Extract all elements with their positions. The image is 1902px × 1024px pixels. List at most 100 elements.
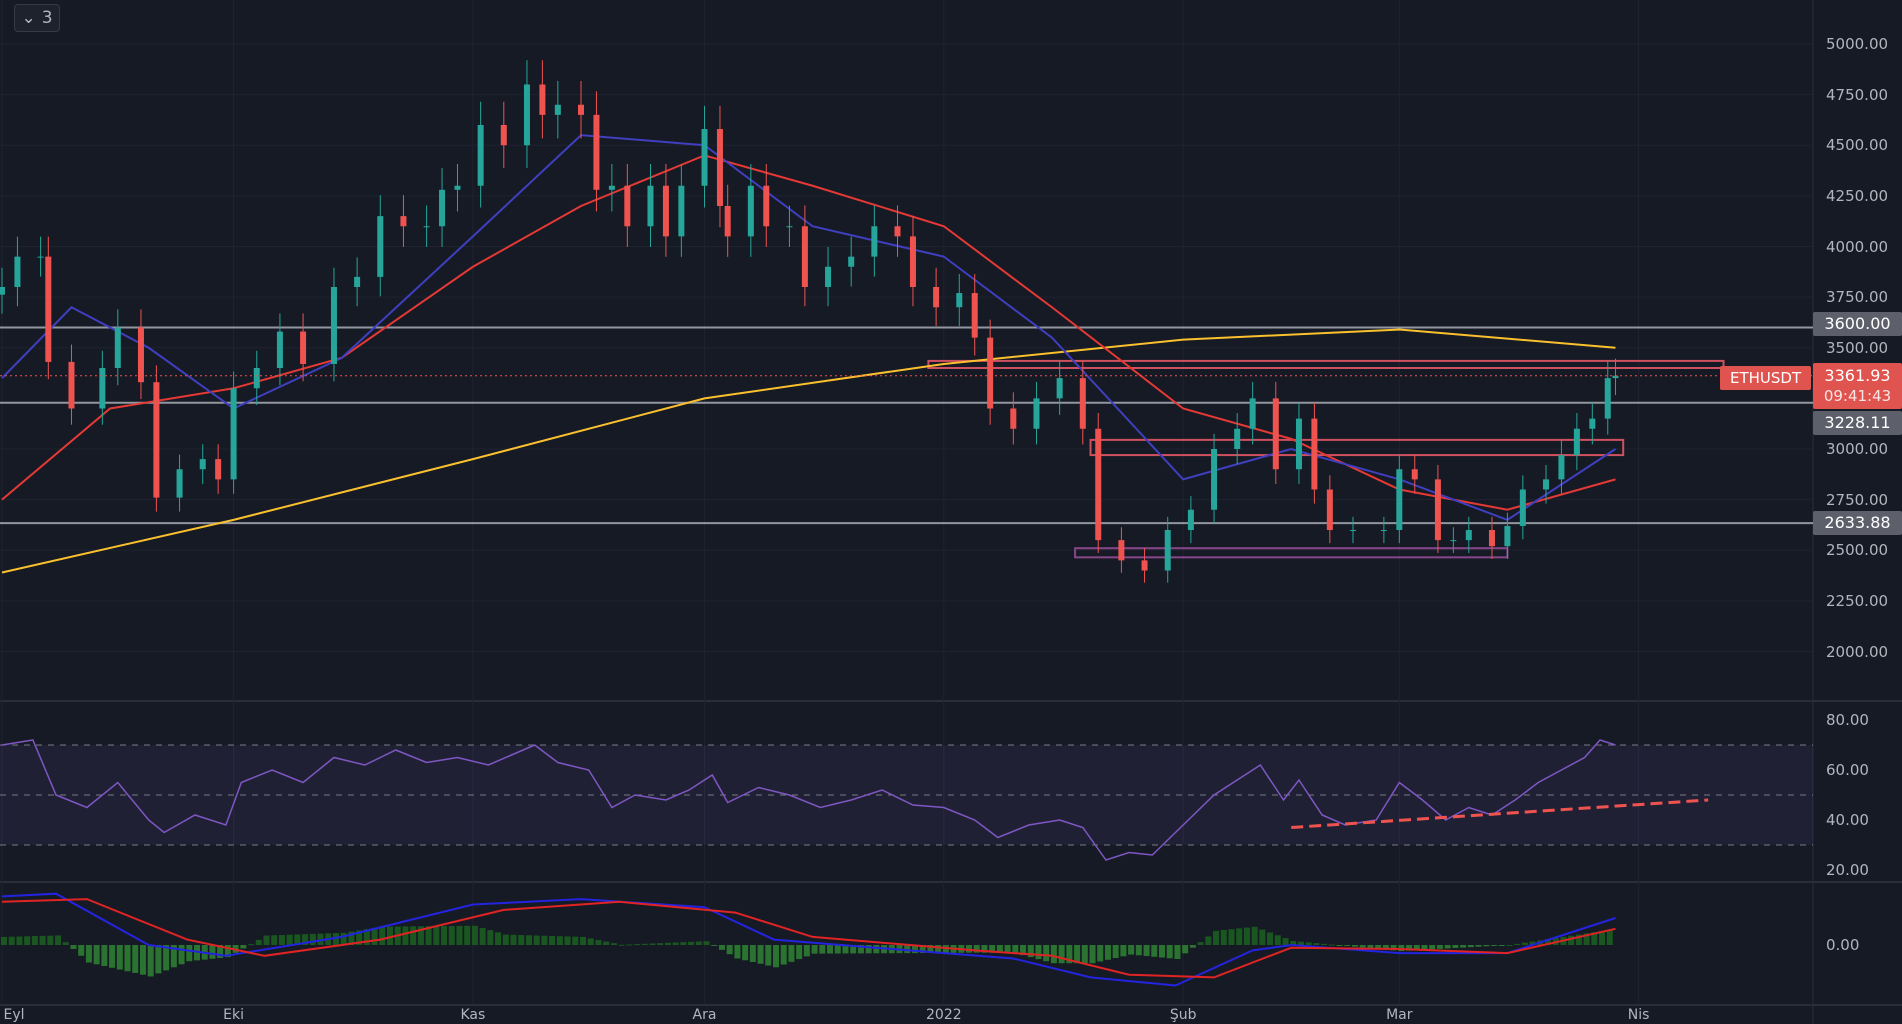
bar-countdown: 09:41:43	[1823, 387, 1892, 405]
candle-body	[624, 185, 631, 227]
macd-histogram-bar	[448, 925, 455, 945]
candle-body	[786, 226, 793, 228]
indicator-legend-toggle[interactable]: ⌄ 3	[14, 4, 60, 32]
macd-histogram-bar	[1097, 945, 1104, 962]
macd-histogram-bar	[1498, 945, 1505, 946]
macd-histogram-bar	[1174, 945, 1181, 959]
macd-histogram-bar	[1228, 929, 1235, 945]
macd-histogram-bar	[1483, 945, 1490, 947]
macd-histogram-bar	[278, 935, 285, 945]
level-price-tag: 2633.88	[1813, 511, 1902, 536]
macd-histogram-bar	[1189, 945, 1196, 948]
time-tick-label: Eyl	[3, 1007, 25, 1023]
macd-histogram-bar	[1058, 945, 1065, 964]
macd-histogram-bar	[996, 945, 1003, 953]
macd-histogram-bar	[1359, 945, 1366, 948]
macd-histogram-bar	[1436, 945, 1443, 949]
candle-body	[1411, 469, 1418, 480]
macd-histogram-bar	[356, 930, 363, 945]
price-zone	[1089, 438, 1625, 457]
candle-body	[1543, 479, 1549, 490]
candle-body	[1211, 449, 1218, 510]
macd-histogram-bar	[1382, 945, 1389, 950]
candle-body	[1604, 378, 1611, 419]
macd-histogram-bar	[803, 945, 810, 957]
macd-histogram-bar	[170, 945, 177, 968]
macd-histogram-bar	[1213, 930, 1220, 945]
macd-histogram-bar	[1035, 945, 1042, 960]
macd-histogram-bar	[1344, 945, 1351, 947]
macd-histogram-bar	[1375, 945, 1382, 949]
macd-histogram-bar	[757, 945, 764, 964]
macd-histogram-bar	[147, 945, 154, 977]
candle-body	[1589, 418, 1596, 429]
candle-body	[454, 185, 461, 190]
macd-histogram-bar	[904, 945, 911, 954]
candle-body	[0, 287, 5, 295]
candle-body	[439, 189, 446, 227]
macd-histogram-bar	[780, 945, 787, 965]
macd-histogram-bar	[911, 945, 918, 954]
time-tick-label: Kas	[460, 1007, 486, 1023]
macd-histogram-bar	[1243, 927, 1250, 945]
macd-histogram-bar	[348, 931, 355, 945]
price-tick-label: 2750.00	[1826, 490, 1889, 509]
macd-histogram-bar	[1467, 945, 1474, 948]
macd-histogram-bar	[209, 945, 216, 959]
candle-body	[1350, 530, 1356, 531]
rsi-trendline	[1291, 798, 1709, 829]
macd-histogram-bar	[1352, 945, 1358, 947]
ma-fast-line	[1, 134, 1617, 521]
candle-body	[1187, 509, 1194, 530]
macd-histogram-bar	[1429, 945, 1436, 950]
candle-body	[1141, 560, 1148, 571]
candle-body	[1465, 530, 1472, 541]
candle-body	[1558, 455, 1565, 480]
macd-histogram-bar	[1104, 945, 1111, 960]
macd-histogram-bar	[688, 941, 695, 945]
candle-body	[1380, 530, 1387, 531]
macd-histogram-bar	[178, 945, 185, 965]
macd-histogram-bar	[1328, 944, 1335, 946]
macd-histogram-bar	[1259, 929, 1266, 945]
macd-histogram-bar	[1120, 945, 1127, 957]
macd-histogram-bar	[441, 926, 448, 945]
macd-histogram-bar	[811, 945, 818, 954]
macd-histogram-bar	[1074, 945, 1081, 964]
candle-body	[1488, 530, 1495, 547]
candle-body	[593, 114, 600, 190]
rsi-tick-label: 60.00	[1826, 761, 1869, 779]
macd-histogram-bar	[827, 945, 834, 954]
macd-histogram-bar	[533, 935, 540, 945]
macd-signal-line	[1, 898, 1616, 979]
macd-histogram-bar	[973, 945, 980, 953]
macd-histogram-bar	[703, 941, 710, 945]
candle-body	[971, 293, 978, 338]
macd-histogram-bar	[595, 940, 602, 945]
candle-body	[114, 327, 121, 368]
macd-histogram-bar	[1421, 945, 1428, 950]
macd-histogram-bar	[155, 945, 162, 974]
candle-body	[578, 104, 584, 115]
macd-histogram-bar	[340, 932, 347, 945]
macd-histogram-bar	[371, 927, 378, 945]
macd-histogram-bar	[24, 936, 31, 945]
macd-histogram-bar	[186, 945, 193, 962]
candle-body	[1519, 489, 1526, 526]
macd-histogram-bar	[1159, 945, 1165, 958]
macd-histogram-bar	[1220, 930, 1227, 945]
candle-body	[137, 327, 144, 383]
price-tick-label: 5000.00	[1826, 35, 1889, 53]
macd-histogram-bar	[1398, 945, 1405, 952]
macd-histogram-bar	[116, 945, 123, 970]
candle-body	[230, 388, 237, 480]
candle-body	[701, 129, 708, 186]
macd-histogram-bar	[649, 943, 656, 945]
macd-histogram-bar	[379, 926, 386, 945]
macd-histogram-bar	[1274, 935, 1281, 945]
macd-histogram-bar	[1081, 945, 1088, 964]
candle-body	[539, 84, 546, 115]
macd-histogram-bar	[742, 945, 749, 961]
macd-histogram-bar	[1599, 931, 1606, 945]
